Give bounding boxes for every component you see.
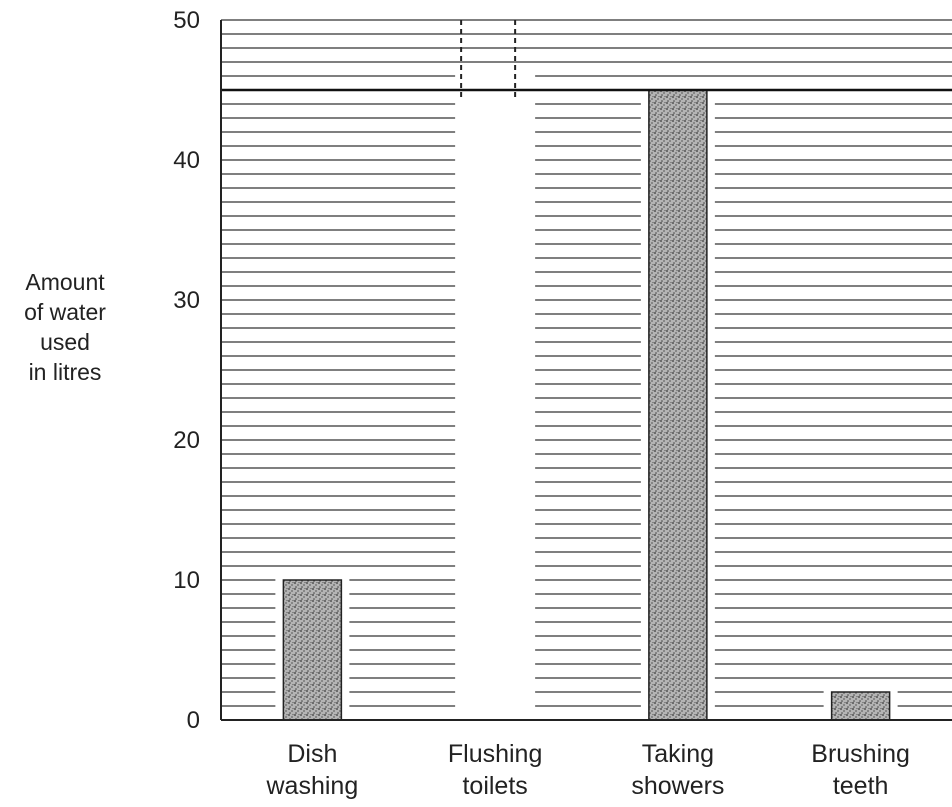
y-tick-label: 20 — [173, 427, 200, 454]
x-axis-categories: Dish washing Flushing toilets Taking showers B… — [266, 740, 910, 800]
y-tick-label: 40 — [173, 147, 200, 174]
bar — [648, 89, 708, 721]
y-tick-label: 0 — [187, 707, 200, 734]
bar — [830, 691, 891, 721]
x-category-label: washing — [266, 772, 359, 800]
y-axis-label-line: used — [40, 329, 90, 355]
y-tick-label: 30 — [173, 287, 200, 314]
y-axis-label-line: Amount — [25, 269, 105, 295]
y-tick-label: 10 — [173, 567, 200, 594]
x-category-label: Dish — [287, 740, 337, 768]
bars — [221, 20, 952, 721]
y-tick-label: 50 — [173, 7, 200, 34]
x-category-label: teeth — [833, 772, 889, 800]
x-category-label: Brushing — [811, 740, 910, 768]
x-category-label: toilets — [462, 772, 527, 800]
empty-bar-column — [455, 69, 536, 720]
x-category-label: Flushing — [448, 740, 543, 768]
y-axis-label-line: of water — [24, 299, 106, 325]
x-category-label: showers — [631, 772, 724, 800]
y-axis-ticks: 0 10 20 30 40 50 — [173, 7, 200, 734]
y-axis-label-line: in litres — [28, 359, 102, 385]
bar — [282, 579, 343, 721]
x-category-label: Taking — [642, 740, 714, 768]
